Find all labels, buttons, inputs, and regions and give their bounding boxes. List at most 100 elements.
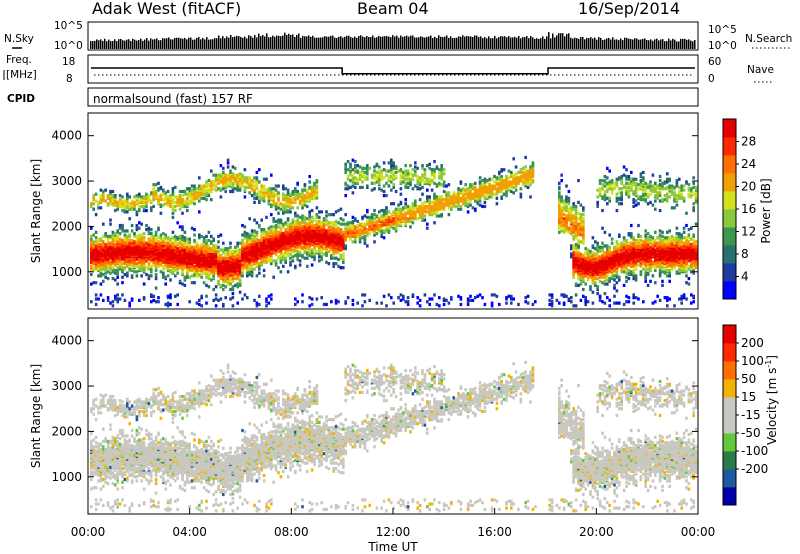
power-cell	[145, 241, 148, 245]
power-cell	[178, 207, 182, 211]
noise-bar	[242, 37, 244, 49]
power-cell	[246, 266, 249, 270]
power-cell	[270, 237, 273, 241]
power-cell	[250, 229, 254, 233]
power-cell	[526, 294, 530, 298]
power-cell	[406, 181, 410, 185]
power-cell	[493, 293, 496, 297]
power-cell	[306, 204, 309, 209]
power-cell	[114, 242, 117, 247]
power-cell	[570, 230, 573, 234]
power-cell	[229, 181, 232, 185]
power-cell	[366, 164, 369, 168]
power-cell	[243, 225, 247, 229]
power-cell	[135, 240, 139, 244]
power-cell	[154, 183, 158, 187]
power-cell	[363, 300, 367, 304]
power-cell	[572, 251, 575, 255]
power-cell	[97, 297, 100, 301]
power-cell	[193, 245, 196, 249]
power-cell	[507, 294, 511, 298]
noise-bar	[282, 35, 284, 49]
power-cell	[289, 247, 292, 251]
power-cell	[109, 222, 112, 226]
power-cell	[222, 179, 225, 183]
power-cell	[205, 270, 208, 274]
power-cell	[282, 257, 285, 262]
power-cell	[430, 213, 434, 217]
power-cell	[366, 222, 369, 226]
noise-bar	[262, 34, 264, 49]
power-cell	[394, 207, 398, 211]
noise-bar	[206, 37, 208, 49]
noise-bar	[428, 36, 430, 49]
power-cell	[238, 184, 242, 188]
power-cell	[164, 282, 167, 286]
power-cell	[176, 195, 179, 199]
power-cell	[517, 170, 520, 175]
power-cell	[507, 176, 511, 180]
noise-bar	[476, 35, 478, 49]
power-cell	[565, 195, 568, 199]
power-cell	[90, 272, 93, 277]
power-cell	[493, 174, 496, 179]
power-cell	[562, 293, 566, 297]
power-cell	[222, 248, 225, 252]
noise-bar	[420, 36, 422, 49]
power-cell	[392, 301, 395, 305]
power-cell	[387, 184, 391, 188]
power-cell	[145, 266, 148, 270]
power-cell	[193, 187, 196, 191]
noise-bar	[270, 37, 272, 49]
power-cell	[447, 191, 451, 195]
power-cell	[303, 215, 307, 219]
power-cell	[303, 183, 307, 187]
power-cell	[306, 264, 309, 268]
power-cell	[500, 174, 503, 179]
power-cell	[334, 210, 338, 214]
noise-bar	[556, 35, 558, 49]
power-cell	[255, 263, 259, 267]
power-cell	[183, 248, 187, 252]
power-cell	[255, 274, 259, 278]
power-cell	[433, 221, 436, 225]
power-cell	[267, 257, 271, 262]
power-cell	[126, 210, 129, 214]
power-cell	[471, 298, 475, 302]
power-cell	[123, 236, 127, 240]
power-cell	[430, 172, 434, 176]
power-cell	[296, 228, 299, 232]
power-cell	[111, 242, 115, 247]
noise-bar	[334, 37, 336, 49]
power-cell	[567, 297, 571, 301]
power-cell	[162, 244, 165, 248]
power-cell	[294, 247, 297, 251]
noise-bar	[162, 38, 164, 49]
power-cell	[421, 179, 424, 183]
power-cell	[308, 180, 311, 184]
power-cell	[562, 221, 566, 225]
power-cell	[399, 200, 403, 204]
power-cell	[421, 217, 424, 221]
power-cell	[123, 199, 127, 203]
power-cell	[138, 263, 141, 267]
power-cell	[118, 223, 122, 228]
noise-bar	[122, 40, 124, 49]
power-cell	[231, 184, 235, 188]
power-cell	[363, 174, 367, 179]
power-cell	[142, 259, 146, 263]
power-cell	[421, 173, 424, 177]
power-cell	[531, 179, 535, 183]
power-cell	[90, 268, 93, 273]
power-cell	[253, 229, 256, 233]
power-cell	[270, 173, 273, 177]
power-cell	[238, 241, 242, 245]
power-cell	[565, 214, 568, 218]
power-cell	[306, 195, 309, 199]
power-cell	[438, 172, 441, 176]
power-cell	[370, 181, 374, 185]
power-cell	[90, 204, 93, 209]
power-cell	[116, 200, 119, 204]
power-cell	[142, 240, 146, 244]
power-cell	[526, 301, 530, 305]
